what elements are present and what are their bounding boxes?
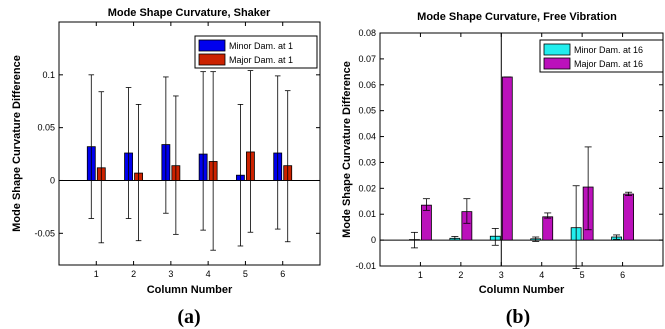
y-tick-label: 0.02	[358, 183, 376, 193]
y-tick-label: 0.03	[358, 157, 376, 167]
legend-swatch	[543, 57, 571, 70]
legend-label: Minor Dam. at 16	[574, 45, 643, 55]
y-tick-label: 0.06	[358, 80, 376, 90]
legend-swatch	[198, 53, 226, 66]
bar-major-3	[501, 76, 513, 241]
chart-title: Mode Shape Curvature, Free Vibration	[417, 11, 617, 23]
x-tick-label: 2	[131, 269, 136, 279]
y-tick-label: 0.01	[358, 209, 376, 219]
y-tick-label: 0.1	[42, 70, 55, 80]
x-tick-label: 5	[580, 270, 585, 280]
legend-label: Minor Dam. at 1	[229, 41, 293, 51]
y-tick-label: -0.01	[355, 261, 376, 271]
x-tick-label: 1	[418, 270, 423, 280]
x-axis-label: Column Number	[479, 284, 565, 296]
x-tick-label: 3	[168, 269, 173, 279]
bar-major-6	[623, 193, 634, 241]
x-tick-label: 1	[94, 269, 99, 279]
legend-swatch	[198, 39, 226, 52]
legend-label: Major Dam. at 1	[229, 55, 293, 65]
legend-label: Major Dam. at 16	[574, 59, 643, 69]
y-axis-label: Mode Shape Curvature Difference	[11, 55, 23, 232]
x-tick-label: 2	[458, 270, 463, 280]
x-tick-label: 6	[620, 270, 625, 280]
panel-caption: (b)	[506, 306, 530, 328]
chart-free-vibration: -0.01 0 0.01 0.02 0.03 0.04 0.05 0.06 0.07 0.08 1 2…	[341, 11, 664, 328]
y-axis-label: Mode Shape Curvature Difference	[341, 61, 353, 238]
x-tick-label: 6	[280, 269, 285, 279]
y-tick-label: 0.08	[358, 28, 376, 38]
panel-caption: (a)	[177, 306, 200, 328]
x-axis-label: Column Number	[147, 284, 233, 296]
y-tick-label: 0.05	[358, 106, 376, 116]
bar-major-4	[542, 216, 554, 241]
x-tick-label: 5	[243, 269, 248, 279]
chart-title: Mode Shape Curvature, Shaker	[108, 7, 271, 19]
y-tick-label: 0	[50, 175, 55, 185]
y-tick-label: 0	[371, 235, 376, 245]
y-tick-label: 0.07	[358, 54, 376, 64]
y-tick-label: 0.05	[37, 123, 55, 133]
legend-swatch	[543, 43, 571, 56]
y-tick-label: 0.04	[358, 132, 376, 142]
x-tick-label: 3	[499, 270, 504, 280]
y-tick-label: -0.05	[34, 228, 55, 238]
chart-shaker: -0.05 0 0.05 0.1 1 2 3 4 5 6 Minor Dam. at 1 Major …	[11, 7, 321, 328]
x-tick-label: 4	[539, 270, 544, 280]
x-tick-label: 4	[206, 269, 211, 279]
